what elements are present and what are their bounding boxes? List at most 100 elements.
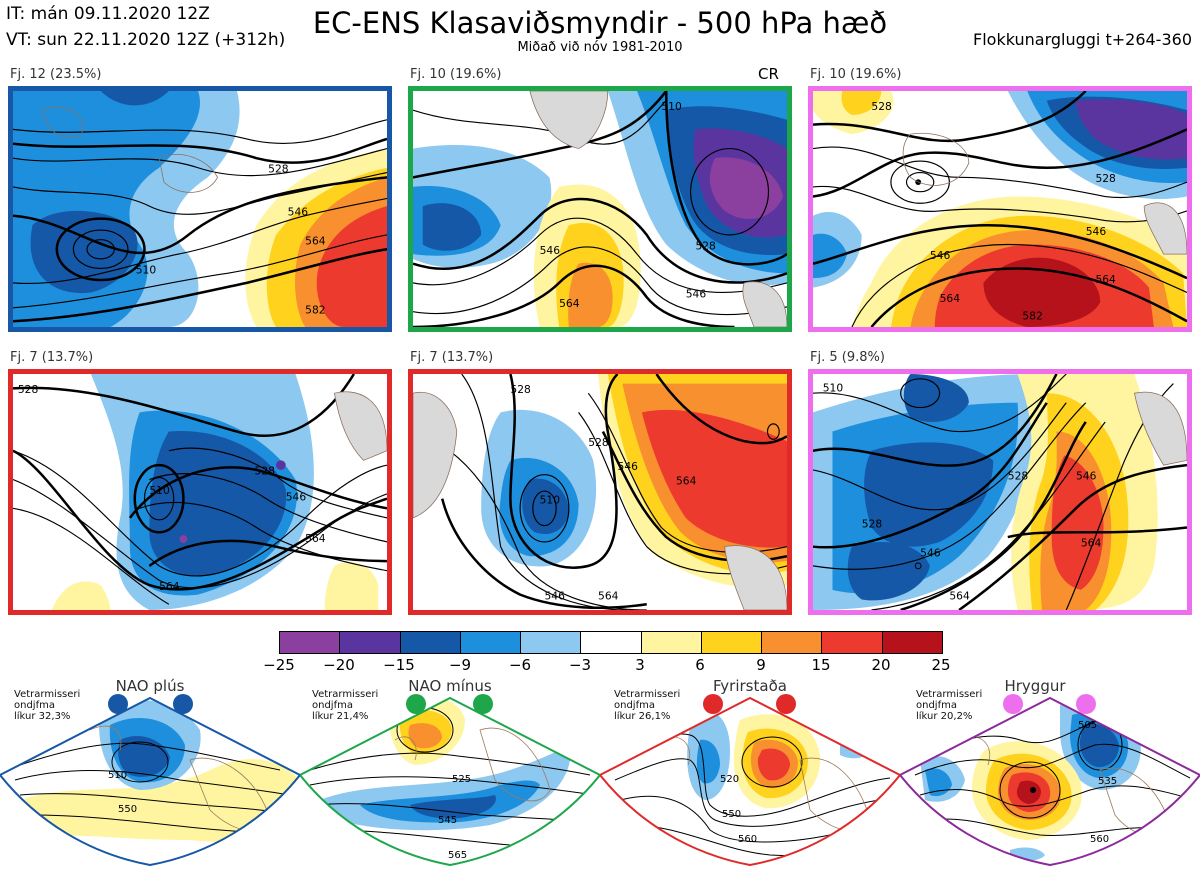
contour-label: 546 <box>288 206 309 219</box>
contour-label: 528 <box>255 465 276 478</box>
cluster-map-2: 510 528 546 564 546 <box>408 86 792 332</box>
regime-name-nao-plus: NAO plús <box>115 677 185 695</box>
colorbar-tick: 20 <box>871 656 891 674</box>
contour-label: 528 <box>871 100 892 113</box>
contour-label: 564 <box>1081 537 1102 550</box>
contour-label: 564 <box>159 580 180 593</box>
colorbar-tick: 9 <box>756 656 766 674</box>
contour-label: 564 <box>676 474 697 487</box>
cluster-map-3: 528 528 546 546 564 564 582 <box>808 86 1192 332</box>
colorbar-tick: −25 <box>263 656 295 674</box>
contour-label: 528 <box>1008 470 1029 483</box>
colorbar-tick: 6 <box>695 656 705 674</box>
colorbar-cell <box>400 632 461 653</box>
contour-label: 560 <box>738 834 757 845</box>
colorbar-cell <box>581 632 642 653</box>
colorbar-cell <box>701 632 763 653</box>
valid-time: VT: sun 22.11.2020 12Z (+312h) <box>6 30 286 50</box>
contour-label: 550 <box>118 804 137 815</box>
page-title: EC-ENS Klasaviðsmyndir - 500 hPa hæð <box>312 6 888 40</box>
contour-label: 564 <box>1095 273 1116 286</box>
cluster-caption-3: Fj. 10 (19.6%) <box>810 67 902 82</box>
contour-label: 564 <box>598 590 619 603</box>
contour-label: 564 <box>940 292 961 305</box>
contour-label: 546 <box>686 287 707 300</box>
contour-label: 528 <box>695 239 716 252</box>
contour-label: 505 <box>1078 720 1097 731</box>
contour-label: 545 <box>438 815 457 826</box>
regime-map-blocking: 520 550 560 <box>600 694 900 867</box>
regime-name-nao-minus: NAO mínus <box>408 677 492 695</box>
contour-label: 546 <box>920 546 941 559</box>
colorbar-tick: 25 <box>931 656 951 674</box>
contour-label: 565 <box>448 850 467 861</box>
cluster-cr-label: CR <box>758 65 779 83</box>
contour-label: 510 <box>661 100 682 113</box>
regime-map-nao-minus: 525 545 565 <box>300 694 600 867</box>
page-subtitle: Miðað við nóv 1981-2010 <box>517 40 683 55</box>
colorbar-tick: −6 <box>508 656 532 674</box>
contour-label: 528 <box>862 518 883 531</box>
clustering-window: Flokkunargluggi t+264-360 <box>973 30 1192 49</box>
colorbar-tick: 3 <box>635 656 645 674</box>
colorbar-cell <box>340 632 401 653</box>
contour-label: 525 <box>452 774 471 785</box>
contour-label: 546 <box>1076 470 1097 483</box>
cluster-map-6: 510 528 528 546 546 564 564 <box>808 369 1192 615</box>
colorbar-cell <box>882 632 942 653</box>
regime-note-nao-minus: Vetrarmisseri ondjfma líkur 21,4% <box>312 689 379 722</box>
cluster-map-5: 528 510 528 546 564 546 564 <box>408 369 792 615</box>
colorbar-cell <box>280 632 341 653</box>
colorbar-cell <box>460 632 522 653</box>
regime-note-ridge: Vetrarmisseri ondjfma líkur 20,2% <box>916 689 983 722</box>
colorbar-cell <box>762 632 823 653</box>
regime-name-blocking: Fyrirstaða <box>713 677 787 695</box>
cluster-caption-5: Fj. 7 (13.7%) <box>410 350 494 365</box>
colorbar-tick: −9 <box>448 656 472 674</box>
colorbar-cell <box>521 632 582 653</box>
cluster-caption-6: Fj. 5 (9.8%) <box>810 350 885 365</box>
regime-note-nao-plus: Vetrarmisseri ondjfma líkur 32,3% <box>14 689 81 722</box>
contour-label: 528 <box>588 436 609 449</box>
regime-note-blocking: Vetrarmisseri ondjfma líkur 26,1% <box>614 689 681 722</box>
contour-label: 528 <box>510 383 531 396</box>
contour-label: 546 <box>930 249 951 262</box>
contour-label: 546 <box>544 590 565 603</box>
contour-label: 564 <box>305 532 326 545</box>
contour-label: 564 <box>949 590 970 603</box>
contour-label: 550 <box>722 809 741 820</box>
colorbar-tick: −3 <box>568 656 592 674</box>
contour-label: 564 <box>559 297 580 310</box>
colorbar-tick: 15 <box>811 656 831 674</box>
issue-time: IT: mán 09.11.2020 12Z <box>6 4 210 24</box>
colorbar <box>279 631 943 654</box>
contour-label: 582 <box>305 304 325 317</box>
cluster-caption-2: Fj. 10 (19.6%) <box>410 67 502 82</box>
contour-label: 510 <box>108 770 127 781</box>
contour-label: 528 <box>18 383 39 396</box>
cluster-caption-1: Fj. 12 (23.5%) <box>10 67 102 82</box>
contour-label: 564 <box>305 235 326 248</box>
contour-label: 546 <box>540 244 561 257</box>
contour-label: 546 <box>1086 225 1107 238</box>
colorbar-cell <box>822 632 883 653</box>
regime-map-nao-plus: 510 550 <box>0 694 300 867</box>
contour-label: 510 <box>136 263 157 276</box>
contour-label: 546 <box>286 491 307 504</box>
contour-label: 582 <box>1022 309 1042 322</box>
regime-map-ridge: 505 535 560 <box>900 694 1200 867</box>
contour-label: 510 <box>149 484 170 497</box>
colorbar-tick: −15 <box>383 656 415 674</box>
cluster-caption-4: Fj. 7 (13.7%) <box>10 350 94 365</box>
contour-label: 510 <box>823 381 844 394</box>
colorbar-cell <box>641 632 702 653</box>
contour-label: 560 <box>1090 834 1109 845</box>
cluster-map-4: 528 528 510 546 564 564 <box>8 369 392 615</box>
contour-label: 528 <box>1095 172 1116 185</box>
contour-label: 528 <box>268 163 289 176</box>
cluster-map-1: 510 528 546 564 582 <box>8 86 392 332</box>
colorbar-tick: −20 <box>323 656 355 674</box>
contour-label: 520 <box>720 774 739 785</box>
contour-label: 510 <box>540 494 561 507</box>
regime-name-ridge: Hryggur <box>1004 677 1066 695</box>
